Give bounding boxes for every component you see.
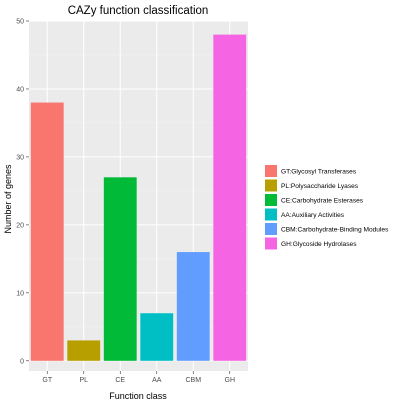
y-tick-label: 50 <box>16 19 24 26</box>
bar-aa <box>140 313 174 361</box>
legend-label: GH:Glycoside Hydrolases <box>281 241 357 248</box>
y-tick-label: 30 <box>16 154 24 161</box>
x-tick-label: AA <box>152 377 162 384</box>
legend-key-gt <box>265 165 277 177</box>
legend-key-cbm <box>265 223 277 235</box>
y-tick-label: 10 <box>16 290 24 297</box>
axis-layer: 0 10 20 30 40 50 GT PL CE AA CBM GH <box>16 19 235 385</box>
x-tick-label: CE <box>115 377 125 384</box>
plot-panel <box>29 21 248 371</box>
x-tick-label: PL <box>79 377 88 384</box>
bar-pl <box>67 340 101 361</box>
y-tick-label: 20 <box>16 222 24 229</box>
legend-key-pl <box>265 179 277 192</box>
bar-gh <box>213 34 247 361</box>
x-tick-label: GT <box>42 377 52 384</box>
x-axis-label: Function class <box>109 391 167 401</box>
legend-label: CBM:Carbohydrate-Binding Modules <box>281 227 389 234</box>
bar-gt <box>30 102 64 361</box>
legend-label: CE:Carbohydrate Esterases <box>281 198 364 205</box>
x-tick-label: GH <box>225 377 236 384</box>
legend-label: AA:Auxiliary Activities <box>281 212 345 219</box>
chart-title: CAZy function classification <box>68 5 209 17</box>
legend: GT:Glycosyl Transferases PL:Polysaccharid… <box>265 165 389 250</box>
bar-cbm <box>176 252 210 361</box>
legend-key-aa <box>265 208 277 221</box>
legend-label: PL:Polysaccharide Lyases <box>281 183 359 190</box>
y-tick-label: 40 <box>16 86 24 93</box>
bar-ce <box>103 177 137 361</box>
legend-key-ce <box>265 194 277 206</box>
y-tick-label: 0 <box>20 358 24 365</box>
x-tick-label: CBM <box>185 377 201 384</box>
y-axis-label: Number of genes <box>3 164 13 234</box>
legend-key-gh <box>265 237 277 250</box>
bar-layer <box>30 34 247 361</box>
legend-label: GT:Glycosyl Transferases <box>281 169 357 176</box>
